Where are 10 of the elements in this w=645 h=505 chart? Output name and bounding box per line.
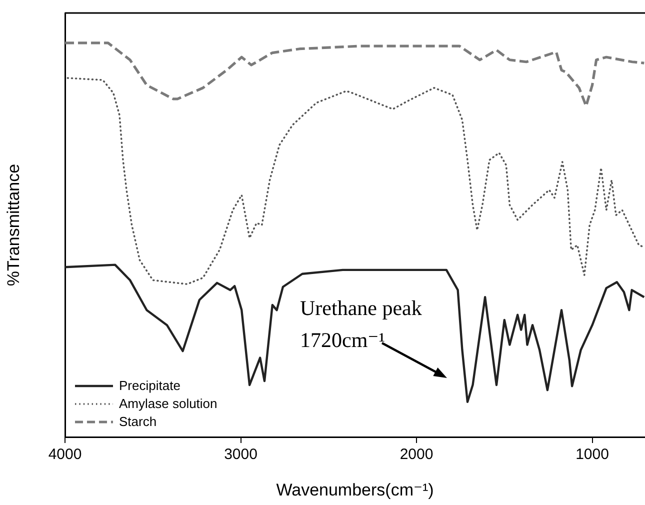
legend-label: Starch [119,413,157,431]
legend-label: Precipitate [119,377,180,395]
y-axis-title: %Transmittance [4,164,23,286]
x-axis-title: Wavenumbers(cm⁻¹) [276,480,434,500]
annotation: Urethane peak 1720cm⁻¹ [300,296,422,352]
x-tick-label: 2000 [400,446,434,464]
legend-label: Amylase solution [119,395,218,413]
x-tick-label: 4000 [48,446,82,464]
x-tick-label: 1000 [576,446,609,464]
x-tick-label: 3000 [224,446,258,464]
